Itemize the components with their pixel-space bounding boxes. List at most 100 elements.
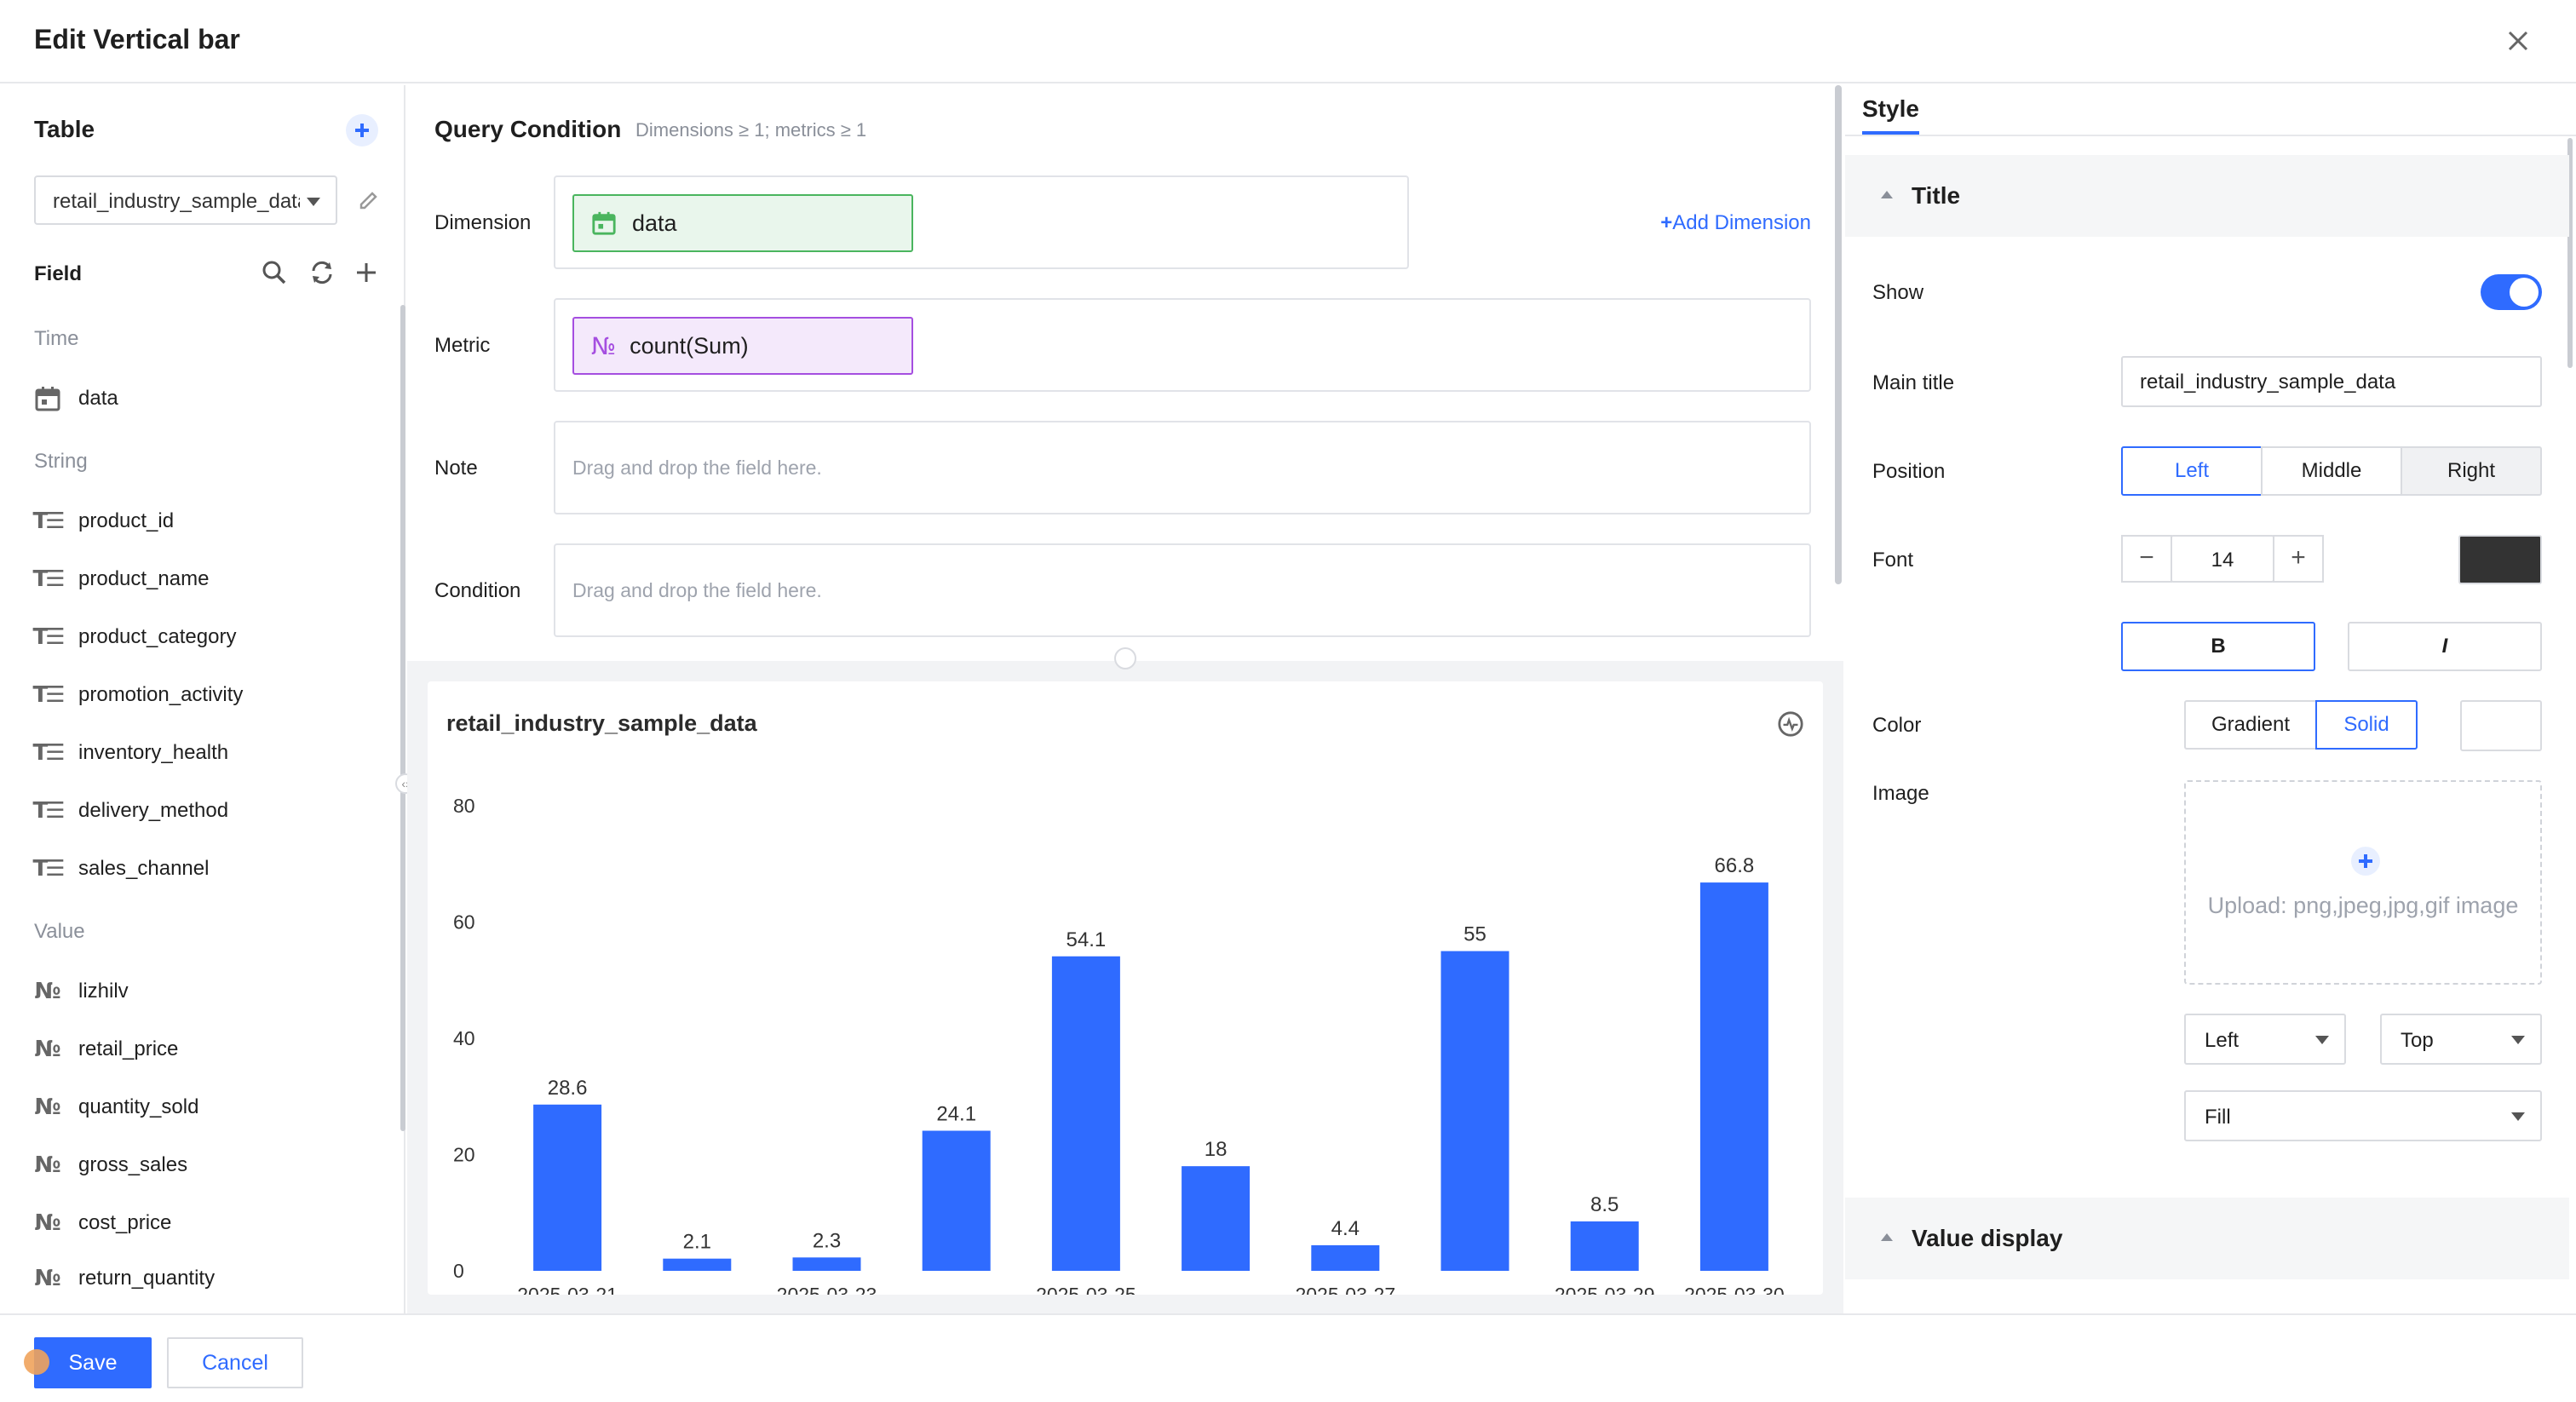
field-item-gross-sales[interactable]: № gross_sales <box>34 1148 187 1182</box>
upload-text: Upload: png,jpeg,jpg,gif image <box>2207 893 2519 918</box>
collapse-triangle-icon <box>1881 191 1893 198</box>
field-item-return-quantity[interactable]: № return_quantity <box>34 1264 215 1293</box>
x-tick-label: 2025-03-30 <box>1684 1284 1785 1295</box>
y-tick-label: 40 <box>453 1027 475 1049</box>
image-upload-area[interactable]: Upload: png,jpeg,jpg,gif image <box>2184 780 2542 985</box>
field-item-product-category[interactable]: T☰ product_category <box>32 620 237 654</box>
add-dimension-button[interactable]: +Add Dimension <box>1660 211 1811 235</box>
bar <box>533 1104 602 1271</box>
dialog-title: Edit Vertical bar <box>34 24 240 55</box>
resize-handle[interactable] <box>1114 647 1136 669</box>
collapse-triangle-icon <box>1881 1233 1893 1241</box>
refresh-icon[interactable] <box>308 259 336 286</box>
font-color-swatch[interactable] <box>2458 535 2542 584</box>
query-and-preview: Query Condition Dimensions ≥ 1; metrics … <box>407 85 1843 1313</box>
field-label: sales_channel <box>78 857 210 880</box>
text-field-icon: T☰ <box>32 624 65 650</box>
title-color-swatch[interactable] <box>2460 700 2542 751</box>
note-drop-zone[interactable]: Drag and drop the field here. <box>554 421 1811 514</box>
dimension-label: Dimension <box>434 211 532 234</box>
edit-pencil-icon[interactable] <box>356 186 382 211</box>
query-condition-panel: Query Condition Dimensions ≥ 1; metrics … <box>407 85 1843 661</box>
main-title-input[interactable]: retail_industry_sample_data <box>2121 356 2542 407</box>
cancel-button[interactable]: Cancel <box>167 1337 303 1388</box>
metric-drop-zone[interactable]: № count(Sum) <box>554 298 1811 392</box>
dimension-chip-label: data <box>632 210 677 236</box>
position-label: Position <box>1872 460 1946 483</box>
field-item-promotion-activity[interactable]: T☰ promotion_activity <box>32 678 243 712</box>
field-label: product_name <box>78 567 210 590</box>
color-label: Color <box>1872 714 1922 737</box>
field-label: lizhilv <box>78 980 129 1003</box>
field-label: product_category <box>78 625 237 648</box>
metric-chip[interactable]: № count(Sum) <box>572 317 913 375</box>
number-field-icon: № <box>34 1037 61 1062</box>
field-item-product-name[interactable]: T☰ product_name <box>32 562 210 596</box>
field-item-data[interactable]: data <box>34 382 118 416</box>
position-left-button[interactable]: Left <box>2121 446 2263 496</box>
table-select[interactable]: retail_industry_sample_data <box>34 175 337 225</box>
field-item-retail-price[interactable]: № retail_price <box>34 1032 178 1066</box>
field-item-product-id[interactable]: T☰ product_id <box>32 504 174 538</box>
show-label: Show <box>1872 281 1924 304</box>
save-button[interactable]: Save <box>34 1337 152 1388</box>
image-horizontal-align-select[interactable]: Left <box>2184 1014 2346 1065</box>
group-label-string: String <box>34 450 88 473</box>
value-display-section-header[interactable]: Value display <box>1845 1198 2569 1279</box>
field-label: retail_price <box>78 1037 179 1060</box>
x-tick-label: 2025-03-27 <box>1295 1284 1395 1295</box>
field-item-quantity-sold[interactable]: № quantity_sold <box>34 1090 198 1124</box>
search-icon[interactable] <box>261 259 288 286</box>
field-item-inventory-health[interactable]: T☰ inventory_health <box>32 736 229 770</box>
color-gradient-button[interactable]: Gradient <box>2184 700 2317 750</box>
text-field-icon: T☰ <box>32 682 65 708</box>
font-size-increase-button[interactable]: + <box>2273 535 2324 583</box>
bar-value-label: 66.8 <box>1715 854 1755 877</box>
chevron-down-icon <box>2315 1036 2329 1044</box>
bold-button[interactable]: B <box>2121 622 2315 671</box>
cursor-indicator <box>24 1349 49 1375</box>
add-field-icon[interactable] <box>353 259 380 286</box>
position-middle-button[interactable]: Middle <box>2261 446 2402 496</box>
color-solid-button[interactable]: Solid <box>2315 700 2418 750</box>
add-dimension-label: Add Dimension <box>1672 211 1811 234</box>
image-vertical-align-select[interactable]: Top <box>2380 1014 2542 1065</box>
text-field-icon: T☰ <box>32 798 65 824</box>
show-title-toggle[interactable] <box>2481 274 2542 310</box>
font-size-decrease-button[interactable]: − <box>2121 535 2172 583</box>
italic-button[interactable]: I <box>2348 622 2542 671</box>
font-label: Font <box>1872 549 1914 572</box>
query-scrollbar[interactable] <box>1835 85 1842 584</box>
bar <box>1440 951 1509 1271</box>
bar-chart: 0 20 40 60 80 28.6 2025-03-21 2.1 2.3 2025-03-23 2… <box>453 795 1785 1295</box>
select-value: Fill <box>2205 1106 2231 1129</box>
y-tick-label: 80 <box>453 795 475 817</box>
style-scrollbar[interactable] <box>2567 138 2573 368</box>
dialog-footer: Save Cancel <box>0 1313 2576 1402</box>
position-right-button[interactable]: Right <box>2401 446 2542 496</box>
text-field-icon: T☰ <box>32 509 65 534</box>
close-icon[interactable] <box>2499 22 2537 60</box>
chart-activity-icon[interactable] <box>1777 710 1804 738</box>
bar-value-label: 2.1 <box>683 1231 711 1254</box>
bar <box>1051 956 1120 1271</box>
bar <box>792 1257 861 1271</box>
dimension-chip[interactable]: data <box>572 194 913 252</box>
field-list-scrollbar[interactable] <box>400 305 405 1131</box>
field-label: quantity_sold <box>78 1095 199 1118</box>
query-condition-hint: Dimensions ≥ 1; metrics ≥ 1 <box>635 119 867 141</box>
field-item-delivery-method[interactable]: T☰ delivery_method <box>32 794 228 828</box>
title-section-header[interactable]: Title <box>1845 155 2569 237</box>
image-fit-select[interactable]: Fill <box>2184 1090 2542 1141</box>
dimension-drop-zone[interactable]: data <box>554 175 1409 269</box>
field-item-sales-channel[interactable]: T☰ sales_channel <box>32 852 210 886</box>
tab-style[interactable]: Style <box>1862 95 1919 135</box>
field-item-cost-price[interactable]: № cost_price <box>34 1206 171 1240</box>
condition-drop-zone[interactable]: Drag and drop the field here. <box>554 543 1811 637</box>
add-table-icon[interactable] <box>346 114 378 147</box>
field-item-lizhilv[interactable]: № lizhilv <box>34 974 129 1008</box>
number-field-icon: № <box>34 1095 61 1120</box>
field-label: inventory_health <box>78 741 229 764</box>
query-condition-title: Query Condition <box>434 116 622 142</box>
font-size-input[interactable]: 14 <box>2171 535 2274 583</box>
